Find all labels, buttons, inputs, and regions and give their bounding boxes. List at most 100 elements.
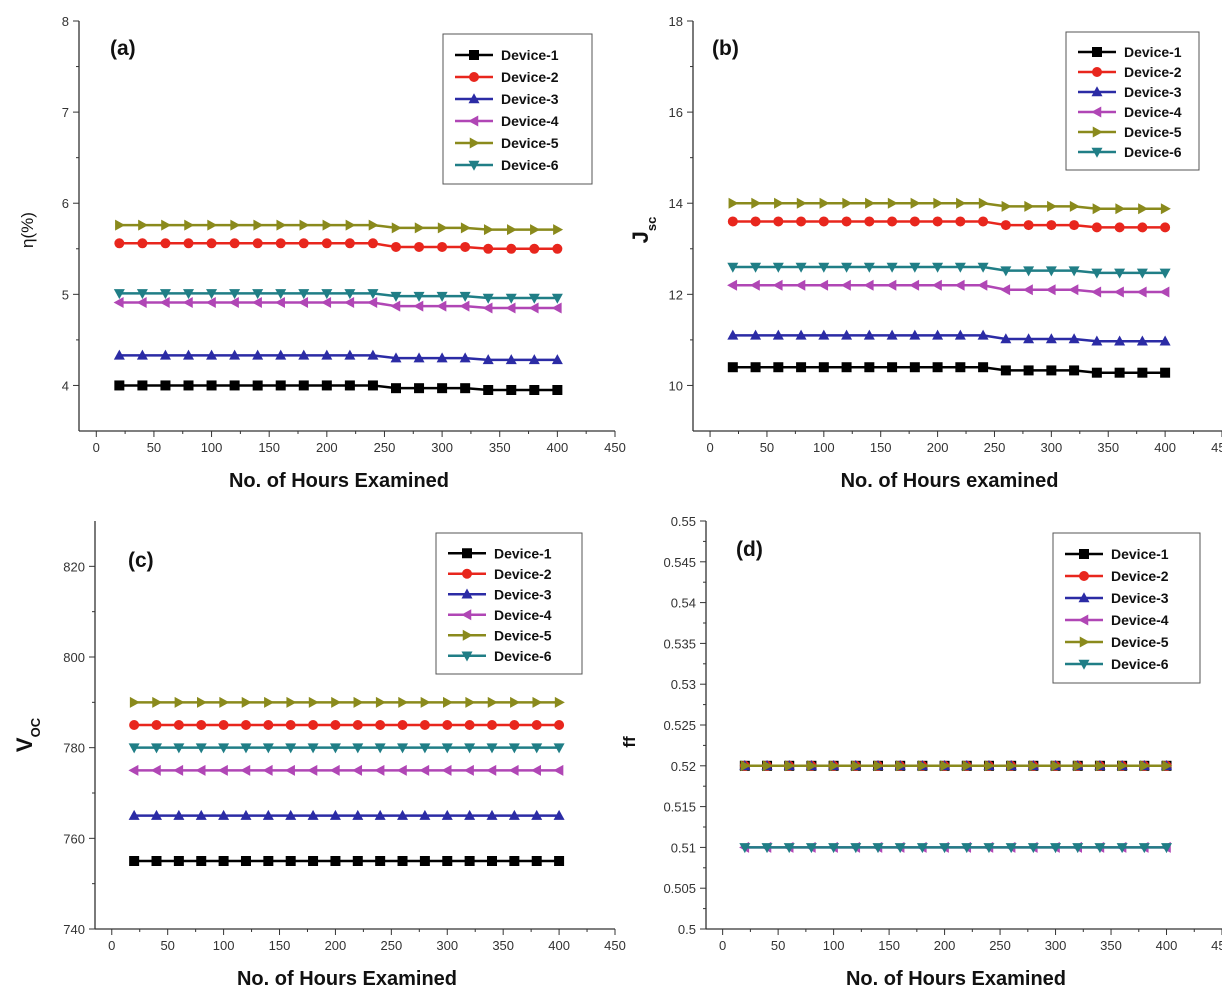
data-point <box>352 764 363 776</box>
data-point <box>750 329 762 340</box>
data-point <box>441 743 453 754</box>
data-point <box>151 743 163 754</box>
data-point <box>482 293 494 304</box>
x-tick-label: 300 <box>1045 938 1067 953</box>
y-tick-label: 0.51 <box>671 840 696 855</box>
legend: Device-1 Device-2 Device-3 Device-4 Device-5… <box>1065 31 1200 171</box>
data-point <box>749 279 760 291</box>
data-point <box>286 696 297 708</box>
data-point <box>437 241 448 252</box>
series-device-6 <box>128 743 565 754</box>
data-point <box>441 809 453 820</box>
data-point <box>459 300 470 312</box>
data-point <box>183 238 194 249</box>
y-tick-label: 740 <box>63 922 85 937</box>
data-point <box>486 764 497 776</box>
data-point <box>275 238 286 249</box>
data-point <box>113 289 125 300</box>
data-point <box>1160 203 1171 215</box>
x-tick-label: 0 <box>706 440 713 455</box>
data-point <box>419 856 430 866</box>
data-point <box>285 856 296 866</box>
data-point <box>173 809 185 820</box>
legend: Device-1 Device-2 Device-3 Device-4 Device-5… <box>442 33 593 185</box>
data-point <box>1091 222 1102 233</box>
data-point <box>390 352 402 363</box>
data-point <box>183 349 195 360</box>
data-point <box>240 720 251 730</box>
data-point <box>206 349 218 360</box>
data-point <box>217 764 228 776</box>
data-point <box>783 843 795 854</box>
data-point <box>182 297 193 309</box>
data-point <box>886 262 898 273</box>
data-point <box>510 696 521 708</box>
data-point <box>308 696 319 708</box>
legend-item: Device-2 <box>1078 64 1182 80</box>
data-point <box>1068 333 1080 344</box>
legend-label: Device-4 <box>1111 612 1169 628</box>
data-point <box>1091 335 1103 346</box>
data-point <box>1000 333 1012 344</box>
legend-marker <box>468 115 479 127</box>
data-point <box>1092 203 1103 215</box>
legend: Device-1 Device-2 Device-3 Device-4 Device-5… <box>435 532 583 675</box>
x-tick-label: 150 <box>878 938 900 953</box>
data-point <box>397 856 408 866</box>
legend-label: Device-1 <box>1111 546 1169 562</box>
x-tick-label: 250 <box>984 440 1006 455</box>
series-device-1 <box>114 380 563 395</box>
data-point <box>229 380 240 391</box>
x-tick-label: 250 <box>989 938 1011 953</box>
data-point <box>463 764 474 776</box>
data-point <box>909 329 921 340</box>
data-point <box>152 696 163 708</box>
data-point <box>1000 220 1011 231</box>
x-tick-label: 200 <box>934 938 956 953</box>
data-point <box>263 720 274 730</box>
data-point <box>977 329 989 340</box>
data-point <box>1136 268 1148 279</box>
data-point <box>1023 220 1034 231</box>
legend-marker <box>469 50 479 60</box>
data-point <box>886 279 897 291</box>
series-device-3 <box>727 329 1171 346</box>
legend-label: Device-6 <box>1111 656 1169 672</box>
data-point <box>390 241 401 252</box>
y-tick-label: 780 <box>63 741 85 756</box>
data-point <box>375 696 386 708</box>
data-point <box>1115 203 1126 215</box>
y-tick-label: 7 <box>62 105 69 120</box>
data-point <box>1027 843 1039 854</box>
data-point <box>977 262 989 273</box>
panel-label: (b) <box>712 37 739 60</box>
legend-item: Device-5 <box>448 627 552 643</box>
legend-label: Device-5 <box>494 627 552 643</box>
data-point <box>419 720 430 730</box>
legend-label: Device-2 <box>501 69 559 85</box>
data-point <box>1091 286 1102 298</box>
data-point <box>728 197 739 209</box>
data-point <box>240 764 251 776</box>
data-point <box>818 216 829 227</box>
data-point <box>464 809 476 820</box>
legend-marker <box>461 588 473 599</box>
data-point <box>829 760 840 772</box>
legend-marker <box>462 548 472 559</box>
data-point <box>367 238 378 249</box>
data-point <box>773 216 784 227</box>
legend-marker <box>468 93 480 104</box>
data-point <box>1136 335 1148 346</box>
legend-item: Device-5 <box>455 135 559 151</box>
data-point <box>529 243 540 254</box>
legend-box <box>435 532 583 675</box>
data-point <box>954 279 965 291</box>
data-point <box>530 764 541 776</box>
series-device-3 <box>113 349 563 365</box>
x-tick-label: 200 <box>316 440 338 455</box>
y-tick-label: 4 <box>62 378 69 393</box>
data-point <box>218 856 229 866</box>
data-point <box>329 764 340 776</box>
data-point <box>772 279 783 291</box>
series-device-4 <box>113 297 562 314</box>
